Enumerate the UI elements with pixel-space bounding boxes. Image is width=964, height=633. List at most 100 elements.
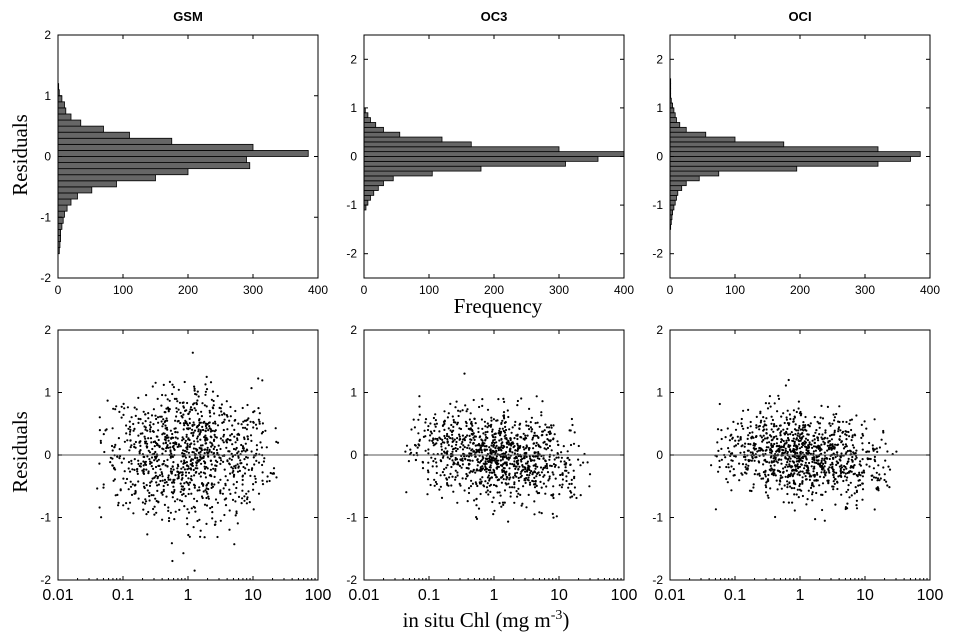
scatter-point (189, 459, 192, 463)
scatter-point (212, 399, 215, 403)
scatter-point (516, 433, 519, 436)
scatter-point (467, 455, 471, 458)
scatter-point (200, 449, 203, 452)
scatter-point (175, 415, 178, 418)
scatter-point (162, 442, 165, 445)
scatter-point (840, 452, 843, 455)
scatter-point (165, 495, 168, 498)
scatter-point (193, 569, 196, 572)
scatter-point (756, 473, 759, 476)
scatter-point (243, 472, 247, 475)
scatter-point (205, 504, 209, 507)
scatter-point (181, 452, 184, 455)
scatter-point (210, 398, 213, 401)
scatter-point (443, 474, 446, 477)
scatter-point (546, 467, 549, 470)
scatter-point (162, 418, 165, 421)
scatter-point (496, 419, 499, 422)
scatter-point (534, 483, 537, 486)
scatter-point (115, 405, 118, 408)
scatter-point (228, 528, 231, 531)
scatter-point (467, 444, 470, 447)
scatter-point (167, 506, 170, 509)
scatter-point (744, 466, 747, 469)
scatter-point (502, 397, 505, 400)
scatter-point (828, 466, 831, 469)
y-tick-label: -1 (346, 198, 357, 212)
scatter-point (773, 425, 776, 428)
scatter-point (163, 460, 166, 463)
scatter-point (734, 439, 737, 442)
scatter-point (209, 381, 213, 384)
scatter-point (216, 424, 220, 427)
scatter-point (142, 508, 145, 511)
scatter-point (191, 424, 194, 427)
scatter-point (784, 447, 787, 450)
scatter-point (177, 408, 180, 411)
scatter-point (487, 493, 490, 496)
scatter-point (851, 455, 854, 459)
scatter-point (533, 513, 536, 516)
scatter-point (761, 440, 764, 443)
scatter-point (142, 468, 145, 471)
scatter-point (194, 456, 197, 460)
scatter-point (446, 456, 449, 459)
scatter-point (874, 460, 877, 463)
scatter-point (203, 404, 206, 407)
scatter-point (771, 445, 774, 448)
scatter-point (842, 447, 846, 450)
scatter-point (797, 429, 800, 432)
scatter-point (199, 529, 202, 532)
scatter-point (496, 479, 499, 482)
scatter-point (204, 429, 207, 432)
scatter-point (511, 463, 514, 466)
scatter-point (134, 483, 137, 486)
scatter-point (517, 476, 520, 480)
histogram-bar (57, 131, 130, 139)
scatter-point (466, 446, 469, 449)
scatter-point (831, 447, 834, 450)
scatter-point (423, 429, 426, 432)
scatter-point (814, 449, 818, 452)
scatter-point (519, 493, 522, 496)
scatter-point (495, 449, 498, 452)
scatter-point (165, 407, 168, 410)
scatter-point (187, 533, 190, 537)
scatter-point (207, 481, 210, 485)
scatter-point (452, 429, 455, 432)
scatter-point (478, 482, 482, 485)
scatter-point (489, 469, 492, 472)
scatter-point (459, 437, 462, 441)
histogram-bar (57, 150, 309, 157)
scatter-point (202, 484, 205, 487)
x-tick-label: 0.01 (348, 587, 379, 604)
scatter-point (840, 493, 843, 496)
scatter-point (475, 517, 479, 521)
scatter-point (206, 448, 209, 451)
scatter-point (223, 418, 226, 421)
scatter-point (811, 458, 814, 461)
scatter-point (474, 455, 477, 458)
scatter-point (190, 468, 193, 471)
scatter-point (817, 439, 820, 442)
scatter-point (446, 438, 449, 441)
scatter-point (133, 445, 136, 448)
scatter-point (750, 459, 754, 462)
scatter-point (776, 437, 779, 441)
scatter-point (184, 409, 187, 412)
scatter-point (742, 455, 746, 458)
scatter-point (182, 405, 185, 408)
scatter-point (520, 397, 523, 400)
scatter-point (502, 414, 505, 417)
scatter-point (118, 410, 121, 413)
scatter-point (472, 398, 475, 402)
scatter-point (127, 507, 130, 510)
scatter-point (547, 479, 550, 482)
scatter-point (139, 444, 142, 447)
scatter-point (813, 467, 816, 470)
scatter-point (824, 473, 827, 476)
scatter-point (726, 481, 729, 484)
scatter-points (404, 372, 592, 523)
scatter-point (167, 410, 170, 413)
scatter-point (749, 443, 752, 446)
